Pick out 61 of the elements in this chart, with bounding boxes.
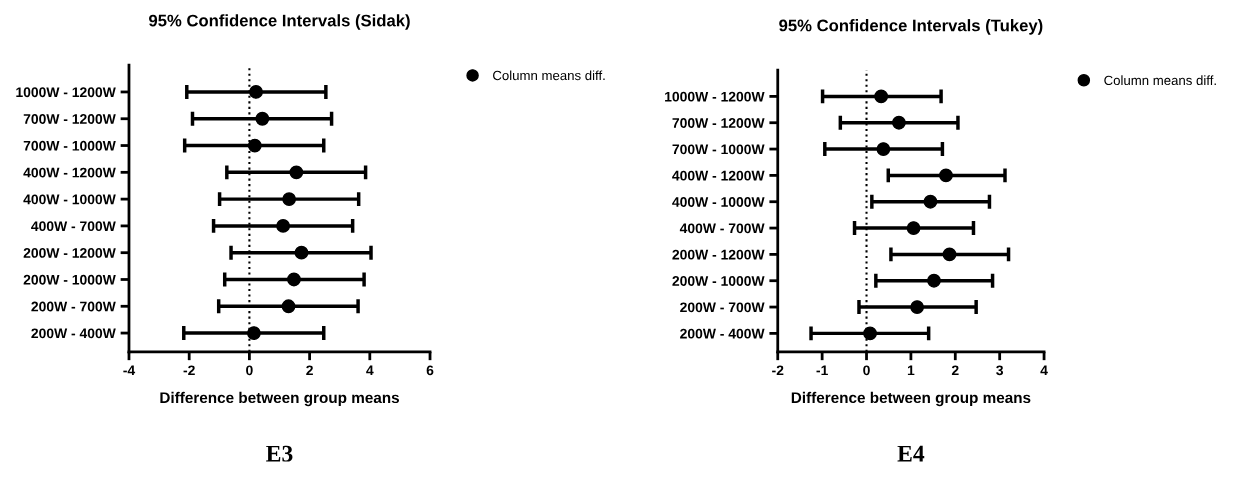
- point: [906, 221, 921, 235]
- x-tick-label: 4: [1040, 365, 1048, 376]
- point: [282, 192, 297, 207]
- point: [247, 326, 261, 340]
- point: [289, 165, 304, 180]
- point: [874, 89, 889, 104]
- point: [876, 142, 891, 156]
- x-tick-label: -2: [183, 365, 195, 376]
- y-tick-label: 200W - 700W: [680, 302, 765, 313]
- y-tick-label: 700W - 1000W: [672, 144, 765, 155]
- x-tick-label: 2: [951, 365, 959, 376]
- x-tick-label: 6: [426, 365, 434, 376]
- point: [255, 111, 270, 126]
- point: [863, 326, 877, 341]
- y-tick-label: 200W - 400W: [680, 328, 765, 339]
- y-tick-label: 400W - 1000W: [672, 197, 765, 207]
- y-tick-label: 200W - 1200W: [672, 249, 765, 260]
- x-tick-label: 3: [996, 365, 1004, 376]
- point: [939, 168, 953, 183]
- chart-title: 95% Confidence Intervals (Sidak): [149, 14, 410, 30]
- point: [910, 300, 925, 314]
- x-tick-label: 4: [366, 365, 374, 376]
- x-tick-label: 2: [306, 365, 313, 376]
- point: [923, 194, 938, 209]
- y-tick-label: 400W - 1000W: [23, 194, 116, 205]
- x-axis-title: Difference between group means: [160, 391, 400, 407]
- x-tick-label: -1: [816, 365, 828, 376]
- y-tick-label: 400W - 1200W: [672, 170, 765, 181]
- point: [281, 299, 296, 314]
- y-tick-label: 700W - 1200W: [23, 114, 116, 124]
- point: [942, 247, 957, 262]
- y-tick-label: 1000W - 1200W: [665, 91, 765, 102]
- point: [294, 245, 309, 260]
- y-tick-label: 400W - 700W: [679, 223, 765, 234]
- x-tick-label: 0: [246, 365, 253, 376]
- y-tick-label: 200W - 1000W: [672, 276, 765, 286]
- y-tick-label: 700W - 1200W: [672, 118, 765, 128]
- y-tick-label: 200W - 1000W: [23, 274, 116, 285]
- point: [287, 272, 301, 287]
- legend-label: Column means diff.: [493, 70, 605, 81]
- x-axis-title: Difference between group means: [791, 391, 1031, 407]
- chart-title: 95% Confidence Intervals (Tukey): [779, 19, 1043, 35]
- legend-label: Column means diff.: [1104, 75, 1216, 86]
- y-tick-label: 200W - 400W: [31, 328, 116, 339]
- x-tick-label: 1: [907, 365, 915, 376]
- y-tick-label: 1000W - 1200W: [16, 87, 116, 98]
- y-tick-label: 200W - 1200W: [23, 248, 116, 258]
- y-tick-label: 400W - 1200W: [23, 167, 116, 178]
- x-tick-label: -2: [772, 365, 784, 376]
- point: [249, 85, 263, 99]
- y-tick-label: 400W - 700W: [31, 221, 116, 232]
- text: E4: [897, 445, 925, 462]
- y-tick-label: 700W - 1000W: [23, 140, 116, 151]
- x-tick-label: 0: [863, 365, 870, 376]
- point: [892, 115, 906, 130]
- text: E3: [266, 445, 293, 462]
- point: [276, 219, 291, 233]
- point: [247, 138, 262, 153]
- y-tick-label: 200W - 700W: [31, 301, 116, 312]
- point: [927, 273, 941, 288]
- x-tick-label: -4: [123, 365, 136, 376]
